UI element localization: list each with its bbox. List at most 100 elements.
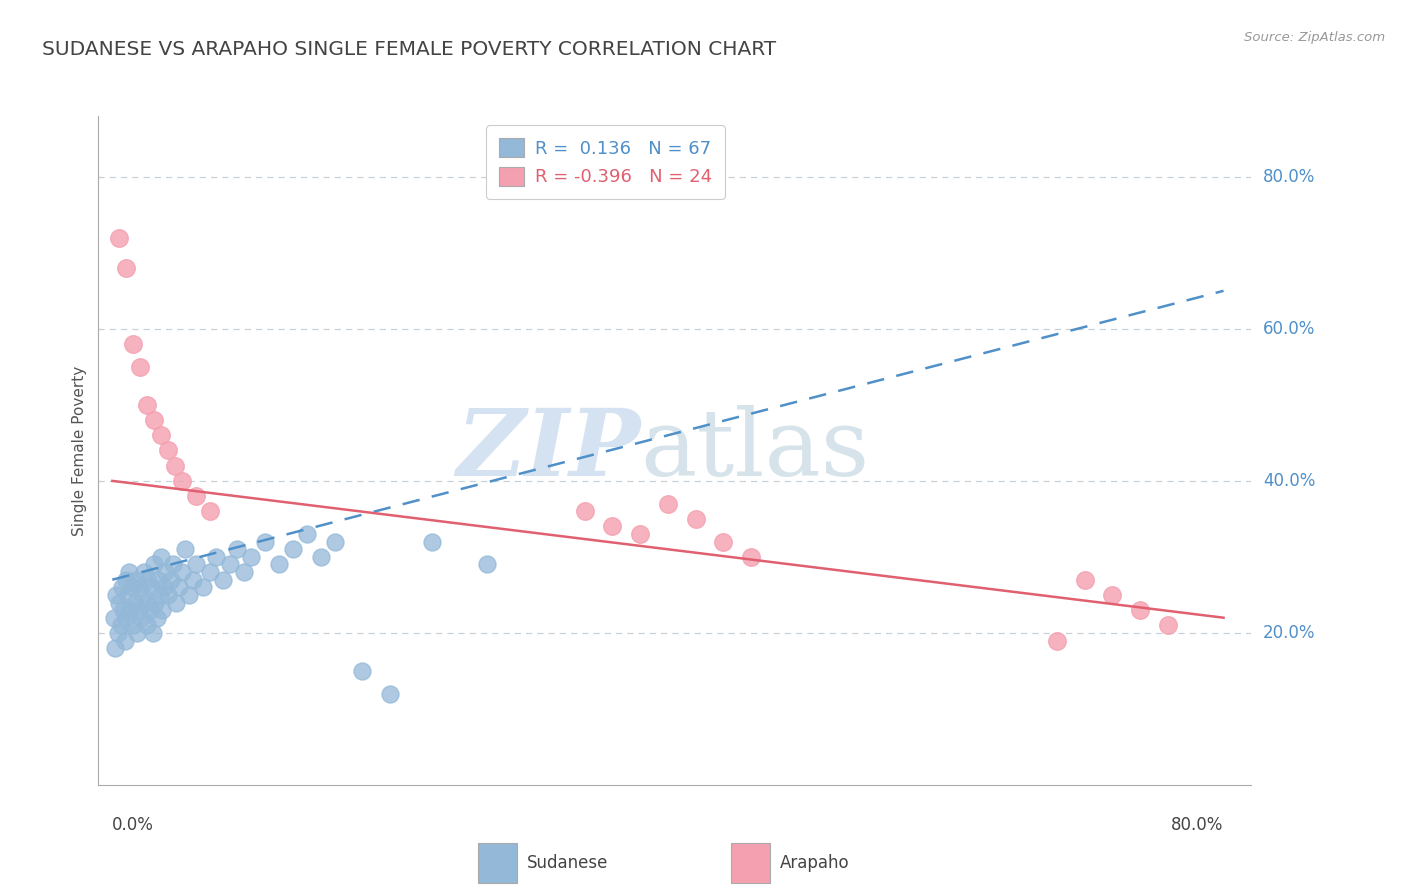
- Point: [148, 588, 170, 602]
- Point: [378, 687, 401, 701]
- Point: [281, 542, 304, 557]
- Point: [165, 595, 187, 609]
- Point: [127, 626, 149, 640]
- Point: [153, 565, 176, 579]
- Point: [121, 580, 143, 594]
- Point: [120, 603, 142, 617]
- Text: 60.0%: 60.0%: [1263, 320, 1315, 338]
- Point: [212, 573, 235, 587]
- Point: [295, 527, 318, 541]
- Point: [170, 474, 193, 488]
- Point: [152, 580, 174, 594]
- Point: [117, 588, 139, 602]
- Point: [184, 489, 207, 503]
- Point: [309, 549, 332, 564]
- Point: [128, 603, 150, 617]
- Text: 20.0%: 20.0%: [1263, 624, 1316, 642]
- Point: [602, 519, 624, 533]
- Point: [107, 626, 129, 640]
- Text: Arapaho: Arapaho: [780, 854, 851, 871]
- Point: [254, 534, 277, 549]
- Point: [163, 458, 186, 473]
- Point: [141, 580, 163, 594]
- Point: [110, 618, 132, 632]
- Point: [352, 664, 374, 678]
- Point: [713, 534, 735, 549]
- Point: [226, 542, 249, 557]
- Point: [159, 573, 181, 587]
- Text: Source: ZipAtlas.com: Source: ZipAtlas.com: [1244, 31, 1385, 45]
- Text: SUDANESE VS ARAPAHO SINGLE FEMALE POVERTY CORRELATION CHART: SUDANESE VS ARAPAHO SINGLE FEMALE POVERT…: [42, 40, 776, 59]
- Point: [198, 565, 221, 579]
- Point: [477, 558, 499, 572]
- Point: [173, 542, 195, 557]
- Point: [115, 573, 138, 587]
- Point: [156, 588, 179, 602]
- Point: [135, 595, 157, 609]
- Point: [125, 573, 148, 587]
- Point: [177, 588, 200, 602]
- Point: [198, 504, 221, 518]
- Point: [1129, 603, 1152, 617]
- Point: [150, 603, 173, 617]
- Point: [162, 558, 184, 572]
- Y-axis label: Single Female Poverty: Single Female Poverty: [72, 366, 87, 535]
- Point: [134, 565, 156, 579]
- Point: [143, 558, 166, 572]
- Point: [685, 512, 707, 526]
- Point: [111, 580, 134, 594]
- Point: [267, 558, 290, 572]
- Point: [112, 603, 135, 617]
- Point: [136, 398, 159, 412]
- Point: [146, 573, 169, 587]
- Point: [240, 549, 263, 564]
- Point: [205, 549, 228, 564]
- Point: [149, 549, 172, 564]
- Point: [108, 230, 131, 244]
- Point: [170, 565, 193, 579]
- Point: [115, 611, 138, 625]
- Point: [108, 595, 131, 609]
- Text: Sudanese: Sudanese: [527, 854, 609, 871]
- Point: [118, 565, 141, 579]
- Point: [105, 588, 128, 602]
- Text: 40.0%: 40.0%: [1263, 472, 1315, 490]
- Point: [138, 573, 160, 587]
- Point: [122, 337, 145, 351]
- Point: [124, 595, 146, 609]
- Point: [149, 428, 172, 442]
- Point: [1157, 618, 1180, 632]
- Point: [740, 549, 762, 564]
- Point: [1073, 573, 1095, 587]
- Point: [219, 558, 242, 572]
- Text: 80.0%: 80.0%: [1263, 168, 1315, 186]
- Point: [142, 626, 165, 640]
- Point: [1046, 633, 1069, 648]
- Point: [129, 359, 152, 374]
- Point: [132, 588, 155, 602]
- Point: [420, 534, 443, 549]
- Point: [181, 573, 204, 587]
- Point: [143, 413, 166, 427]
- Point: [628, 527, 651, 541]
- Point: [131, 611, 153, 625]
- Point: [136, 618, 159, 632]
- Point: [122, 618, 145, 632]
- Point: [156, 443, 179, 458]
- Point: [191, 580, 214, 594]
- Point: [233, 565, 256, 579]
- Point: [574, 504, 596, 518]
- Point: [323, 534, 346, 549]
- Legend: R =  0.136   N = 67, R = -0.396   N = 24: R = 0.136 N = 67, R = -0.396 N = 24: [486, 125, 725, 199]
- Point: [114, 633, 136, 648]
- Point: [167, 580, 190, 594]
- Point: [139, 603, 162, 617]
- Point: [145, 595, 167, 609]
- Point: [657, 497, 679, 511]
- Point: [145, 611, 167, 625]
- Point: [129, 580, 152, 594]
- Text: 80.0%: 80.0%: [1171, 815, 1223, 833]
- Text: ZIP: ZIP: [456, 406, 640, 495]
- Text: atlas: atlas: [640, 406, 869, 495]
- Point: [115, 260, 138, 275]
